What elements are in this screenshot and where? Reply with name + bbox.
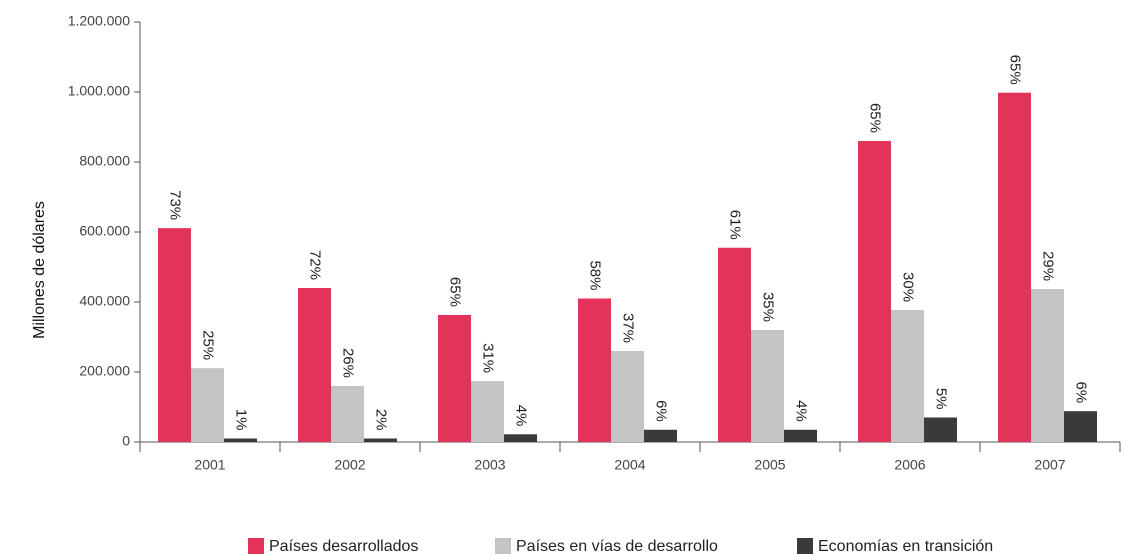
- x-tick-label: 2003: [474, 457, 505, 473]
- x-tick-label: 2006: [894, 457, 925, 473]
- bar: [364, 438, 397, 442]
- bar: [504, 434, 537, 442]
- bar: [858, 141, 891, 442]
- bar: [224, 438, 257, 442]
- bar: [471, 381, 504, 442]
- bar-label: 58%: [587, 260, 604, 290]
- x-tick-label: 2005: [754, 457, 785, 473]
- legend-label: Países desarrollados: [269, 538, 418, 555]
- x-tick-label: 2004: [614, 457, 645, 473]
- bar: [891, 310, 924, 442]
- y-tick-label: 600.000: [79, 223, 130, 239]
- x-tick-label: 2007: [1034, 457, 1065, 473]
- bar: [1064, 411, 1097, 442]
- bar-label: 6%: [653, 400, 670, 422]
- y-tick-label: 1.200.000: [68, 13, 130, 29]
- bar-label: 65%: [447, 277, 464, 307]
- y-tick-label: 0: [122, 433, 130, 449]
- bar-label: 2%: [373, 409, 390, 431]
- bar-label: 26%: [340, 348, 357, 378]
- bar: [158, 228, 191, 442]
- legend-swatch: [248, 538, 264, 554]
- y-tick-label: 200.000: [79, 363, 130, 379]
- bar: [1031, 289, 1064, 442]
- legend-swatch: [797, 538, 813, 554]
- bar-label: 30%: [900, 272, 917, 302]
- bar: [998, 92, 1031, 442]
- x-tick-label: 2002: [334, 457, 365, 473]
- bar: [924, 417, 957, 442]
- bar-label: 72%: [307, 250, 324, 280]
- legend-label: Países en vías de desarrollo: [516, 538, 718, 555]
- bar-label: 4%: [793, 400, 810, 422]
- bar: [751, 330, 784, 442]
- bar-label: 29%: [1040, 251, 1057, 281]
- bar-label: 35%: [760, 292, 777, 322]
- bar: [578, 298, 611, 442]
- bar: [644, 429, 677, 442]
- bar-label: 1%: [233, 409, 250, 431]
- bar-label: 65%: [867, 103, 884, 133]
- bar: [784, 429, 817, 442]
- legend-label: Economías en transición: [818, 538, 993, 555]
- bar: [191, 368, 224, 442]
- bar: [438, 314, 471, 442]
- legend-swatch: [495, 538, 511, 554]
- bar-label: 37%: [620, 313, 637, 343]
- bar-label: 65%: [1007, 55, 1024, 85]
- x-tick-label: 2001: [194, 457, 225, 473]
- bar: [611, 351, 644, 442]
- bar-label: 5%: [933, 388, 950, 410]
- bar-label: 6%: [1073, 382, 1090, 404]
- bar: [298, 288, 331, 442]
- bar: [718, 247, 751, 442]
- bar-label: 31%: [480, 343, 497, 373]
- y-tick-label: 1.000.000: [68, 83, 130, 99]
- bar: [331, 386, 364, 442]
- y-tick-label: 400.000: [79, 293, 130, 309]
- bar-label: 4%: [513, 405, 530, 427]
- bar-label: 61%: [727, 210, 744, 240]
- bar-label: 25%: [200, 330, 217, 360]
- y-tick-label: 800.000: [79, 153, 130, 169]
- y-axis-title: Millones de dólares: [31, 201, 48, 339]
- bar-label: 73%: [167, 190, 184, 220]
